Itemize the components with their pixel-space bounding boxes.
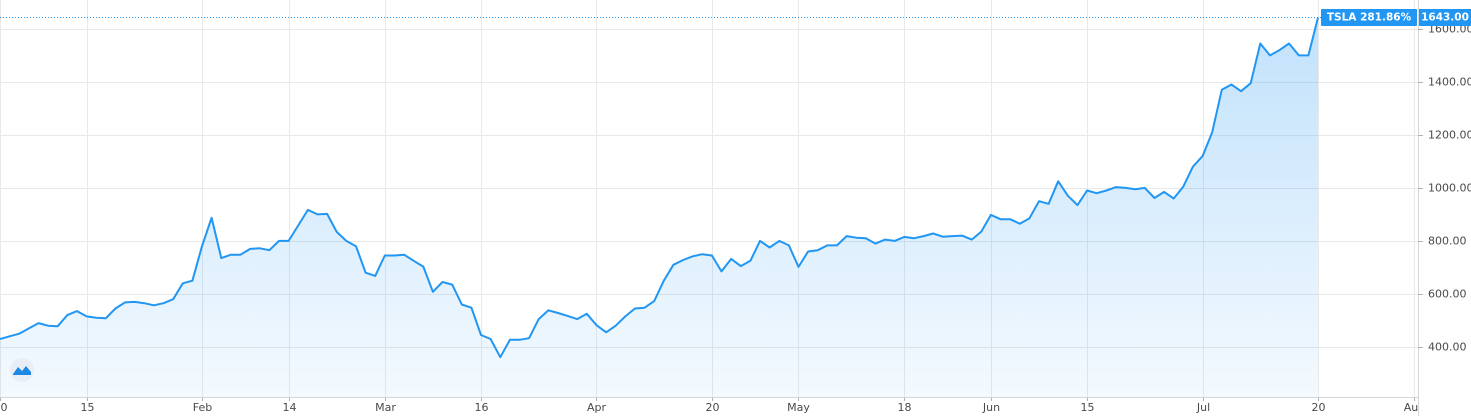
price-line — [0, 17, 1319, 359]
logo-badge — [10, 358, 34, 382]
x-tick-label: Jul — [1196, 401, 1210, 414]
axis: 400.00600.00800.001000.001200.001400.001… — [1418, 23, 1471, 354]
x-tick-label: 18 — [898, 401, 912, 414]
area-fill — [0, 17, 1318, 397]
x-tick-label: 20 — [0, 401, 8, 414]
x-tick-label: 15 — [1081, 401, 1095, 414]
x-tick-label: Mar — [375, 401, 396, 414]
x-tick-label: Feb — [193, 401, 212, 414]
plot: 20 15 Feb 14 Mar 16 Apr 20 May 18 Jun 15 Jul 20 Aug — [0, 17, 1425, 414]
y-tick-label: 1200.00 — [1428, 129, 1471, 142]
x-tick-label: 20 — [1312, 401, 1326, 414]
logo — [10, 358, 34, 382]
x-tick-label: Jun — [982, 401, 1000, 414]
price-tag-box — [1419, 9, 1471, 26]
x-tick-label: 16 — [475, 401, 489, 414]
x-tick-label: 20 — [706, 401, 720, 414]
symbol-tag-box — [1321, 9, 1417, 26]
x-tick-label: May — [787, 401, 810, 414]
y-tick-label: 800.00 — [1428, 235, 1467, 248]
x-tick-label: Apr — [587, 401, 607, 414]
logo-icon — [13, 366, 31, 375]
y-tick-label: 1000.00 — [1428, 182, 1471, 195]
price-tag: 1643.00 — [1421, 12, 1469, 24]
y-tick-label: 400.00 — [1428, 341, 1467, 354]
x-tick-label: 14 — [283, 401, 297, 414]
symbol-tag: TSLA 281.86% — [1327, 12, 1412, 24]
y-tick-label: 600.00 — [1428, 288, 1467, 301]
x-tick-label: Aug — [1404, 401, 1425, 414]
y-tick-label: 1400.00 — [1428, 76, 1471, 89]
x-tick-label: 15 — [81, 401, 95, 414]
